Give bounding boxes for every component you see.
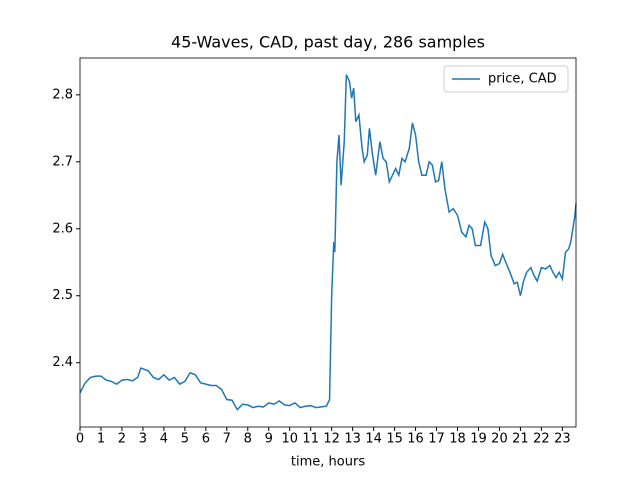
x-tick-label: 17	[428, 432, 445, 447]
x-tick-label: 10	[281, 432, 298, 447]
x-tick-label: 21	[512, 432, 529, 447]
y-tick-label: 2.5	[52, 288, 73, 303]
x-tick-label: 19	[470, 432, 487, 447]
x-tick-label: 1	[97, 432, 105, 447]
x-tick-label: 13	[344, 432, 361, 447]
x-tick-label: 23	[554, 432, 571, 447]
x-tick-label: 18	[449, 432, 466, 447]
x-tick-label: 5	[181, 432, 189, 447]
y-tick-label: 2.6	[52, 221, 73, 236]
x-tick-label: 20	[491, 432, 508, 447]
plot-frame	[79, 57, 577, 428]
x-tick-label: 8	[244, 432, 252, 447]
legend-box	[443, 65, 569, 93]
x-tick-label: 7	[223, 432, 231, 447]
x-tick-label: 16	[407, 432, 424, 447]
x-tick-label: 4	[160, 432, 168, 447]
x-tick-label: 0	[76, 432, 84, 447]
y-tick-label: 2.8	[52, 87, 73, 102]
x-tick-label: 12	[323, 432, 340, 447]
x-tick-label: 9	[265, 432, 273, 447]
x-tick-label: 15	[386, 432, 403, 447]
x-tick-label: 3	[139, 432, 147, 447]
y-tick-label: 2.4	[52, 355, 73, 370]
y-tick-label: 2.7	[52, 154, 73, 169]
chart-title: 45-Waves, CAD, past day, 286 samples	[171, 33, 485, 52]
x-axis-label: time, hours	[291, 455, 365, 470]
x-tick-label: 22	[533, 432, 550, 447]
x-tick-label: 6	[202, 432, 210, 447]
legend-label: price, CAD	[488, 72, 557, 87]
x-tick-label: 11	[302, 432, 319, 447]
x-tick-label: 14	[365, 432, 382, 447]
x-tick-label: 2	[118, 432, 126, 447]
price-line	[79, 74, 577, 411]
